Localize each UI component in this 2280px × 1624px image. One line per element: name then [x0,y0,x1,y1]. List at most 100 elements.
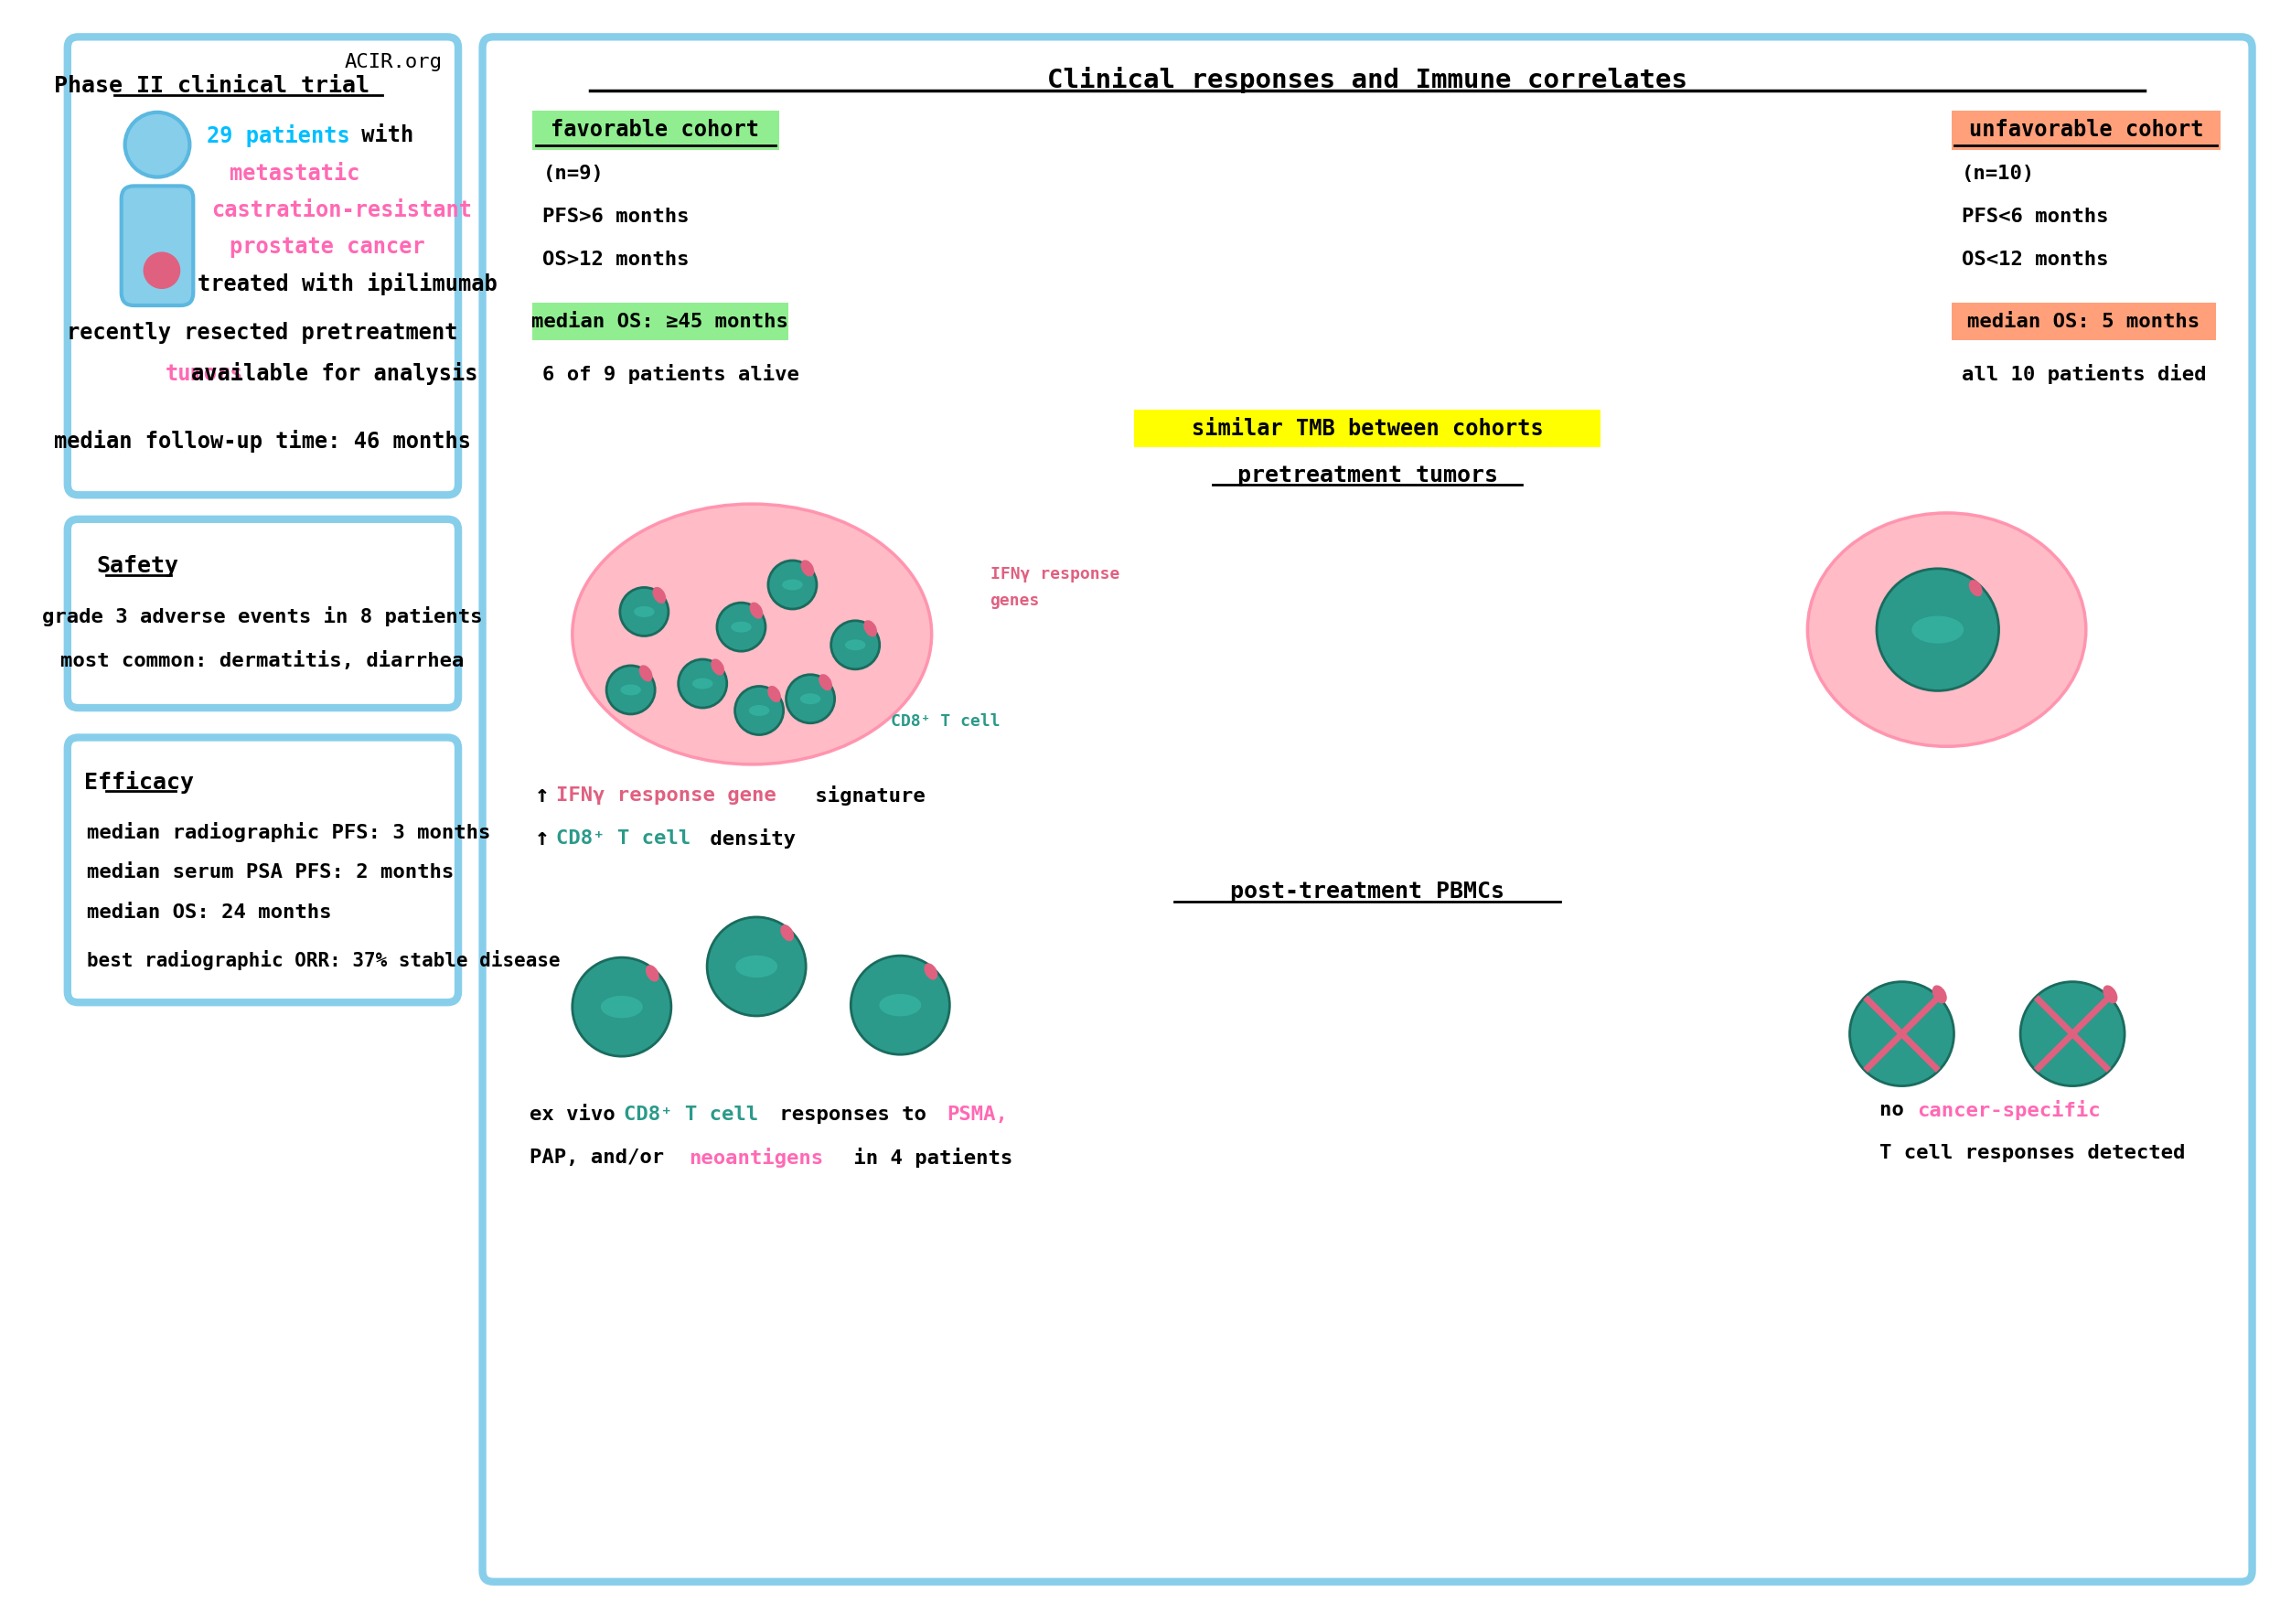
Text: metastatic: metastatic [230,162,360,185]
Text: PSMA,: PSMA, [946,1106,1008,1124]
Ellipse shape [782,580,803,590]
Bar [1133,409,1601,447]
Ellipse shape [800,560,814,577]
Text: median radiographic PFS: 3 months: median radiographic PFS: 3 months [87,822,490,841]
Ellipse shape [736,955,777,978]
Circle shape [787,674,834,723]
Ellipse shape [620,684,641,695]
Text: (n=10): (n=10) [1963,164,2036,182]
Circle shape [1849,983,1954,1086]
Ellipse shape [711,659,725,676]
Text: PFS>6 months: PFS>6 months [543,208,689,226]
Text: all 10 patients died: all 10 patients died [1963,364,2207,383]
Circle shape [830,620,880,669]
Text: ↑: ↑ [534,827,549,851]
Ellipse shape [1808,513,2086,747]
Text: best radiographic ORR: 37% stable disease: best radiographic ORR: 37% stable diseas… [87,950,561,970]
Circle shape [1876,568,2000,690]
Circle shape [620,588,668,637]
Text: median OS: 24 months: median OS: 24 months [87,903,333,922]
Ellipse shape [645,965,659,981]
Text: PFS<6 months: PFS<6 months [1963,208,2109,226]
Text: OS<12 months: OS<12 months [1963,250,2109,270]
Ellipse shape [880,994,921,1017]
Circle shape [716,603,766,651]
Ellipse shape [1931,986,1947,1004]
Ellipse shape [1913,615,1963,643]
Circle shape [734,687,784,734]
Text: Clinical responses and Immune correlates: Clinical responses and Immune correlates [1047,67,1687,93]
Text: with: with [349,125,413,146]
Text: unfavorable cohort: unfavorable cohort [1968,119,2202,141]
Text: T cell responses detected: T cell responses detected [1879,1145,2184,1163]
Text: 29 patients: 29 patients [207,125,351,148]
Circle shape [125,112,189,177]
Text: Safety: Safety [96,555,178,577]
Ellipse shape [748,705,768,716]
Text: neoantigens: neoantigens [689,1148,823,1168]
Circle shape [768,560,816,609]
Ellipse shape [1970,580,1981,596]
FancyBboxPatch shape [121,187,194,305]
Text: most common: dermatitis, diarrhea: most common: dermatitis, diarrhea [62,651,465,671]
Text: CD8⁺ T cell: CD8⁺ T cell [556,830,691,848]
Text: IFNγ response: IFNγ response [990,565,1119,583]
FancyBboxPatch shape [68,37,458,495]
FancyBboxPatch shape [68,520,458,708]
Text: similar TMB between cohorts: similar TMB between cohorts [1192,417,1544,440]
Ellipse shape [652,586,666,604]
Ellipse shape [2102,986,2118,1004]
Circle shape [850,955,948,1054]
Text: responses to: responses to [768,1106,939,1124]
Bar [531,302,789,341]
Ellipse shape [638,666,652,682]
Text: ACIR.org: ACIR.org [344,54,442,71]
Text: signature: signature [803,786,926,806]
Ellipse shape [819,674,832,690]
Ellipse shape [600,996,643,1018]
Text: recently resected pretreatment: recently resected pretreatment [66,322,458,344]
Text: tumors: tumors [164,362,244,385]
Text: treated with ipilimumab: treated with ipilimumab [198,273,497,296]
Text: grade 3 adverse events in 8 patients: grade 3 adverse events in 8 patients [43,606,483,627]
Text: prostate cancer: prostate cancer [230,235,424,258]
Text: median serum PSA PFS: 2 months: median serum PSA PFS: 2 months [87,862,454,882]
Ellipse shape [693,679,714,689]
Ellipse shape [923,963,937,979]
Text: castration-resistant: castration-resistant [212,200,472,221]
Text: pretreatment tumors: pretreatment tumors [1238,464,1498,486]
Text: Phase II clinical trial: Phase II clinical trial [55,75,369,97]
Text: Efficacy: Efficacy [84,771,194,794]
Text: median follow-up time: 46 months: median follow-up time: 46 months [55,430,472,453]
Bar [1952,302,2216,341]
Text: ↑: ↑ [534,784,549,807]
Circle shape [707,918,805,1017]
Text: median OS: ≥45 months: median OS: ≥45 months [531,312,789,331]
FancyBboxPatch shape [68,737,458,1002]
Text: (n=9): (n=9) [543,164,604,182]
Text: OS>12 months: OS>12 months [543,250,689,270]
Text: ex vivo: ex vivo [529,1106,627,1124]
Ellipse shape [846,640,866,650]
Text: available for analysis: available for analysis [192,362,477,385]
Circle shape [144,252,180,289]
Text: no: no [1879,1101,1915,1119]
Text: IFNγ response gene: IFNγ response gene [556,786,777,806]
Text: genes: genes [990,593,1040,609]
Ellipse shape [800,693,821,705]
Text: favorable cohort: favorable cohort [552,119,759,141]
Circle shape [606,666,654,715]
Text: CD8⁺ T cell: CD8⁺ T cell [891,713,1001,729]
Text: 6 of 9 patients alive: 6 of 9 patients alive [543,364,800,383]
Circle shape [572,958,670,1056]
Text: PAP, and/or: PAP, and/or [529,1148,675,1168]
Ellipse shape [750,603,764,619]
Text: post-treatment PBMCs: post-treatment PBMCs [1231,880,1505,903]
Ellipse shape [780,924,793,942]
Circle shape [2020,983,2125,1086]
Ellipse shape [634,606,654,617]
Ellipse shape [864,620,878,637]
Text: median OS: 5 months: median OS: 5 months [1968,312,2200,331]
Bar [1952,110,2221,149]
Text: cancer-specific: cancer-specific [1917,1099,2100,1121]
